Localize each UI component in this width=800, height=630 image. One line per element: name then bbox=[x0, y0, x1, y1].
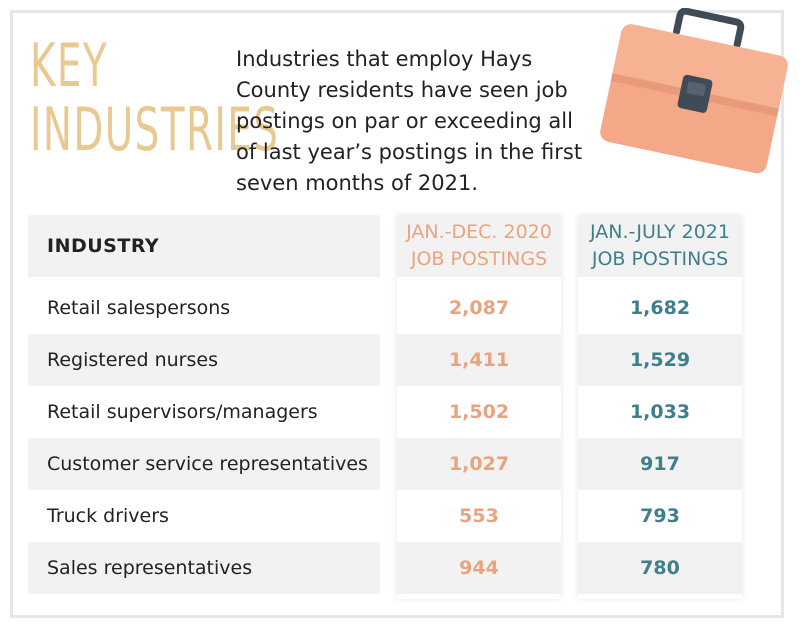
value-jan_dec_2020: 2,087 bbox=[448, 297, 510, 319]
intro-text: Industries that employ Hays County resid… bbox=[236, 47, 583, 195]
column-header-jan_dec_2020: JAN.-DEC. 2020 JOB POSTINGS bbox=[397, 215, 561, 277]
value-jan_july_2021: 793 bbox=[640, 505, 680, 527]
value-jan_dec_2020: 1,411 bbox=[397, 334, 561, 386]
table-header-row: INDUSTRY JAN.-DEC. 2020 JOB POSTINGS JAN.-J… bbox=[28, 215, 744, 277]
table-row: Registered nurses 1,411 1,529 bbox=[28, 334, 744, 386]
title-line-1: KEY bbox=[30, 31, 109, 101]
value-jan_july_2021: 780 bbox=[578, 542, 742, 594]
table-row: Truck drivers 553 793 bbox=[28, 490, 744, 542]
column-header-jan_july_2021: JAN.-JULY 2021 JOB POSTINGS bbox=[578, 215, 742, 277]
column-header-line: INDUSTRY bbox=[47, 235, 160, 257]
column-2020-panel bbox=[397, 215, 561, 599]
industry-name: Retail salespersons bbox=[47, 297, 231, 319]
industry-name: Customer service representatives bbox=[28, 438, 380, 490]
table-row: Retail supervisors/managers 1,502 1,033 bbox=[28, 386, 744, 438]
value-jan_july_2021: 917 bbox=[578, 438, 742, 490]
briefcase-icon bbox=[600, 8, 788, 174]
value-jan_dec_2020: 1,502 bbox=[448, 401, 510, 423]
title-line-2: INDUSTRIES bbox=[30, 95, 280, 165]
industry-name: Retail supervisors/managers bbox=[47, 401, 318, 423]
column-header-line: JOB POSTINGS bbox=[591, 248, 729, 270]
column-header-line: JAN.-JULY 2021 bbox=[589, 221, 730, 243]
column-header-industry: INDUSTRY bbox=[28, 215, 380, 277]
page-title: KEY INDUSTRIES bbox=[30, 34, 279, 162]
industry-name: Truck drivers bbox=[47, 505, 169, 527]
value-jan_july_2021: 1,682 bbox=[629, 297, 691, 319]
value-jan_july_2021: 1,529 bbox=[578, 334, 742, 386]
table-row: Sales representatives 944 780 bbox=[28, 542, 744, 594]
table-row: Retail salespersons 2,087 1,682 bbox=[28, 282, 744, 334]
value-jan_dec_2020: 553 bbox=[459, 505, 499, 527]
column-header-line: JAN.-DEC. 2020 bbox=[406, 221, 552, 243]
value-jan_dec_2020: 1,027 bbox=[397, 438, 561, 490]
table-row: Customer service representatives 1,027 917 bbox=[28, 438, 744, 490]
value-jan_dec_2020: 944 bbox=[397, 542, 561, 594]
column-header-line: JOB POSTINGS bbox=[410, 248, 548, 270]
postings-table: INDUSTRY JAN.-DEC. 2020 JOB POSTINGS JAN.-J… bbox=[28, 215, 744, 605]
column-2021-panel bbox=[578, 215, 742, 599]
value-jan_july_2021: 1,033 bbox=[629, 401, 691, 423]
industry-name: Sales representatives bbox=[28, 542, 380, 594]
industry-name: Registered nurses bbox=[28, 334, 380, 386]
